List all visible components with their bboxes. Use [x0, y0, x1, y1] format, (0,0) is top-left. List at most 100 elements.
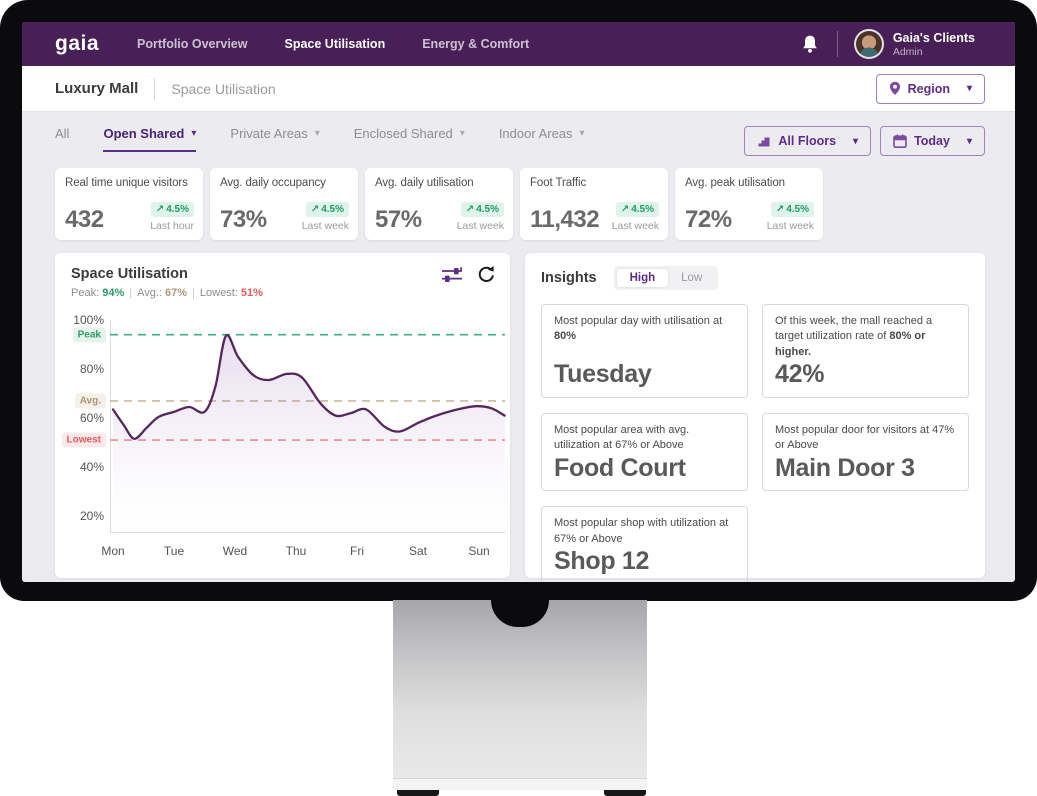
- date-dropdown-button[interactable]: Today ▾: [880, 126, 985, 156]
- chevron-down-icon: ▾: [191, 128, 197, 139]
- insight-value: Main Door 3: [775, 453, 915, 482]
- trend-up-icon: ↗: [465, 204, 475, 215]
- insight-desc: Most popular shop with utilization at 67…: [554, 517, 729, 545]
- insight-value: Shop 12: [554, 547, 650, 576]
- kpi-row: Real time unique visitors 432 ↗ 4.5% Last…: [22, 156, 1015, 240]
- bell-icon[interactable]: [801, 34, 819, 54]
- kpi-period: Last week: [456, 220, 504, 232]
- filter-tab-all[interactable]: All: [55, 126, 69, 150]
- insight-value: Food Court: [554, 453, 686, 482]
- insight-card-popular-area: Most popular area with avg. utilization …: [541, 412, 748, 492]
- x-axis-label: Sun: [468, 544, 490, 558]
- monitor-stand: [393, 600, 647, 778]
- screen: gaia Portfolio Overview Space Utilisatio…: [22, 22, 1015, 582]
- insights-title: Insights: [541, 270, 597, 286]
- monitor-bezel: gaia Portfolio Overview Space Utilisatio…: [0, 0, 1037, 601]
- insight-desc: Of this week, the mall reached a target …: [775, 315, 933, 358]
- breadcrumb-site[interactable]: Luxury Mall: [55, 80, 139, 97]
- floors-icon: [758, 137, 770, 147]
- kpi-delta-badge: ↗ 4.5%: [615, 202, 659, 217]
- trend-up-icon: ↗: [310, 204, 320, 215]
- kpi-title: Real time unique visitors: [65, 177, 188, 189]
- nav-item-space-utilisation[interactable]: Space Utilisation: [284, 37, 386, 51]
- avg-ref-badge: Avg.: [74, 393, 106, 409]
- toggle-low[interactable]: Low: [681, 272, 703, 284]
- filter-tab-label: Open Shared: [103, 126, 185, 141]
- kpi-card-daily-occupancy: Avg. daily occupancy 73% ↗ 4.5% Last week: [210, 168, 358, 240]
- filter-tabs: All Open Shared ▾ Private Areas ▾ Enclos…: [55, 126, 585, 152]
- insights-panel: Insights High Low Most popular day with …: [525, 253, 985, 582]
- chevron-down-icon: ▾: [314, 128, 320, 139]
- kpi-card-peak-utilisation: Avg. peak utilisation 72% ↗ 4.5% Last wee…: [675, 168, 823, 240]
- kpi-delta-badge: ↗ 4.5%: [770, 202, 814, 217]
- top-navbar: gaia Portfolio Overview Space Utilisatio…: [22, 22, 1015, 66]
- avatar[interactable]: [853, 29, 884, 59]
- y-axis-label: 80%: [79, 362, 104, 376]
- kpi-period: Last week: [611, 220, 659, 232]
- insight-card-popular-door: Most popular door for visitors at 47% or…: [762, 412, 969, 492]
- breadcrumb-page: Space Utilisation: [171, 80, 276, 97]
- trend-up-icon: ↗: [155, 204, 165, 215]
- trend-up-icon: ↗: [620, 204, 630, 215]
- toggle-high[interactable]: High: [616, 269, 669, 287]
- x-axis-label: Wed: [222, 544, 248, 558]
- x-axis-label: Fri: [350, 544, 364, 558]
- y-axis-label: 20%: [79, 509, 104, 523]
- insight-card-target-rate: Of this week, the mall reached a target …: [762, 304, 969, 398]
- filter-tab-private-areas[interactable]: Private Areas ▾: [230, 126, 319, 150]
- filter-tab-enclosed-shared[interactable]: Enclosed Shared ▾: [354, 126, 465, 150]
- insight-desc: Most popular day with utilisation at 80%: [554, 315, 723, 343]
- y-axis-label: 100%: [73, 313, 104, 327]
- chevron-down-icon: ▾: [853, 135, 859, 147]
- region-button-label: Region: [907, 81, 950, 96]
- stand-foot: [397, 790, 439, 796]
- y-axis-label: 40%: [79, 460, 104, 474]
- kpi-value: 57%: [375, 206, 422, 233]
- insight-desc: Most popular door for visitors at 47% or…: [775, 423, 955, 452]
- kpi-period: Last week: [301, 220, 349, 232]
- floors-dropdown-button[interactable]: All Floors ▾: [744, 126, 872, 156]
- kpi-period: Last hour: [150, 220, 194, 232]
- filter-tab-label: All: [55, 126, 70, 141]
- kpi-title: Foot Traffic: [530, 177, 587, 189]
- sliders-icon[interactable]: [441, 266, 463, 283]
- lowest-value: 51%: [240, 287, 263, 299]
- gaia-logo: gaia: [55, 32, 100, 55]
- chart-legend: Peak: 94% | Avg.: 67% | Lowest: 51%: [71, 287, 263, 299]
- chevron-down-icon: ▾: [579, 128, 585, 139]
- chevron-down-icon: ▾: [459, 128, 465, 139]
- kpi-title: Avg. daily utilisation: [375, 177, 474, 189]
- filter-tab-label: Private Areas: [230, 126, 308, 141]
- chevron-down-icon: ▾: [966, 83, 972, 94]
- insight-value: 42%: [775, 360, 825, 389]
- avg-value: 67%: [165, 287, 188, 299]
- nav-item-portfolio-overview[interactable]: Portfolio Overview: [137, 37, 248, 51]
- filter-tab-label: Enclosed Shared: [353, 126, 453, 141]
- kpi-value: 432: [65, 206, 104, 233]
- filter-tab-label: Indoor Areas: [498, 126, 573, 141]
- kpi-title: Avg. daily occupancy: [220, 177, 326, 189]
- y-axis-label: 60%: [79, 411, 104, 425]
- high-low-toggle: High Low: [613, 266, 719, 290]
- filter-tab-open-shared[interactable]: Open Shared ▾: [103, 126, 197, 152]
- filter-row: All Open Shared ▾ Private Areas ▾ Enclos…: [22, 112, 1015, 156]
- nav-item-energy-comfort[interactable]: Energy & Comfort: [422, 37, 530, 51]
- peak-value: 94%: [102, 287, 125, 299]
- main-row: Space Utilisation Peak: 94% | Avg.: 67% | Lo…: [22, 240, 1015, 582]
- user-name: Gaia's Clients: [892, 30, 975, 45]
- breadcrumb-divider: [154, 77, 156, 100]
- filter-tab-indoor-areas[interactable]: Indoor Areas ▾: [499, 126, 585, 150]
- user-block[interactable]: Gaia's Clients Admin: [893, 31, 975, 58]
- chevron-down-icon: ▾: [966, 135, 972, 147]
- refresh-icon[interactable]: [477, 266, 494, 283]
- kpi-value: 73%: [220, 206, 267, 233]
- insight-value: Tuesday: [554, 360, 652, 389]
- calendar-icon: [893, 134, 907, 148]
- space-utilisation-chart-panel: Space Utilisation Peak: 94% | Avg.: 67% | Lo…: [55, 253, 510, 578]
- region-dropdown-button[interactable]: Region ▾: [875, 73, 985, 104]
- floors-button-label: All Floors: [778, 134, 837, 148]
- kpi-card-foot-traffic: Foot Traffic 11,432 ↗ 4.5% Last week: [520, 168, 668, 240]
- user-role: Admin: [892, 45, 923, 58]
- utilisation-area-chart: [110, 320, 506, 533]
